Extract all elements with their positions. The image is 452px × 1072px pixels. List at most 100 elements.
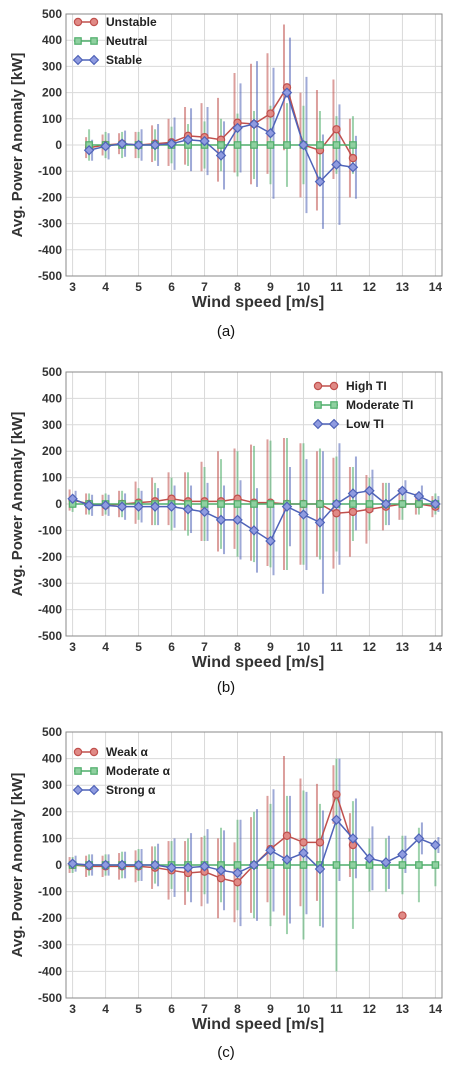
y-tick-label: 100 bbox=[42, 471, 62, 485]
data-point-Low TI bbox=[331, 498, 342, 510]
data-point-Moderate TI bbox=[398, 500, 407, 508]
legend-marker bbox=[88, 784, 100, 796]
y-tick-label: -100 bbox=[38, 164, 62, 178]
x-tick-label: 5 bbox=[135, 1002, 142, 1016]
legend-label: Weak α bbox=[106, 745, 148, 759]
legend-marker bbox=[74, 37, 82, 45]
x-tick-label: 8 bbox=[234, 280, 241, 294]
legend-label: Moderate α bbox=[106, 764, 171, 778]
y-tick-label: -400 bbox=[38, 243, 62, 257]
y-tick-label: 200 bbox=[42, 805, 62, 819]
y-tick-label: -100 bbox=[38, 523, 62, 537]
legend-marker bbox=[74, 767, 82, 775]
data-point-High TI bbox=[348, 507, 358, 517]
data-point-Strong α bbox=[67, 858, 78, 869]
x-tick-label: 4 bbox=[102, 640, 109, 654]
y-tick-label: -300 bbox=[38, 576, 62, 590]
data-point-Stable bbox=[298, 139, 309, 151]
data-point-Strong α bbox=[364, 853, 375, 864]
data-point-Neutral bbox=[250, 141, 258, 149]
data-point-Moderate α bbox=[266, 861, 275, 869]
data-point-Moderate TI bbox=[415, 500, 423, 508]
y-tick-label: 300 bbox=[42, 418, 62, 432]
data-point-Strong α bbox=[265, 845, 276, 856]
data-point-Strong α bbox=[413, 833, 425, 844]
data-point-Strong α bbox=[331, 814, 342, 826]
x-tick-label: 6 bbox=[168, 1002, 175, 1016]
legend-marker bbox=[73, 17, 83, 27]
legend-label: Neutral bbox=[106, 34, 147, 48]
x-tick-label: 4 bbox=[102, 1002, 109, 1016]
data-point-Moderate α bbox=[299, 861, 308, 869]
legend-marker bbox=[72, 784, 84, 796]
x-tick-label: 5 bbox=[135, 640, 142, 654]
x-axis-label: Wind speed [m/s] bbox=[192, 654, 324, 671]
y-tick-label: 0 bbox=[55, 858, 62, 872]
data-point-Stable bbox=[133, 139, 144, 151]
data-point-Moderate α bbox=[233, 861, 242, 869]
x-tick-label: 4 bbox=[102, 280, 109, 294]
data-point-Stable bbox=[232, 122, 243, 134]
data-point-Strong α bbox=[397, 849, 408, 860]
data-point-Moderate α bbox=[332, 861, 341, 869]
data-point-Stable bbox=[199, 135, 210, 147]
data-point-Moderate TI bbox=[200, 500, 209, 508]
data-point-Stable bbox=[281, 87, 293, 98]
panel-caption: (a) bbox=[217, 323, 235, 340]
data-point-Strong α bbox=[248, 859, 260, 871]
x-tick-label: 6 bbox=[168, 640, 175, 654]
y-tick-label: 100 bbox=[42, 831, 62, 845]
data-point-Strong α bbox=[166, 862, 177, 873]
data-point-Neutral bbox=[283, 141, 291, 149]
data-point-Moderate α bbox=[349, 861, 357, 869]
data-point-Neutral bbox=[316, 141, 324, 149]
x-tick-label: 3 bbox=[69, 280, 76, 294]
y-tick-label: -400 bbox=[38, 964, 62, 978]
x-tick-label: 13 bbox=[396, 280, 410, 294]
data-point-Low TI bbox=[67, 493, 78, 504]
y-tick-label: 500 bbox=[42, 7, 62, 21]
data-point-Stable bbox=[83, 144, 95, 156]
data-point-Low TI bbox=[215, 514, 227, 526]
x-tick-label: 5 bbox=[135, 280, 142, 294]
data-point-Unstable bbox=[332, 125, 341, 134]
data-point-Moderate TI bbox=[316, 500, 324, 508]
legend-marker bbox=[90, 37, 98, 45]
x-tick-label: 10 bbox=[297, 1002, 311, 1016]
data-point-Moderate α bbox=[431, 861, 440, 869]
y-tick-label: -200 bbox=[38, 911, 62, 925]
x-tick-label: 14 bbox=[429, 640, 443, 654]
data-point-Strong α bbox=[232, 867, 243, 879]
data-point-Stable bbox=[166, 138, 177, 149]
data-point-Low TI bbox=[166, 501, 177, 512]
x-tick-label: 13 bbox=[396, 1002, 410, 1016]
y-tick-label: 0 bbox=[55, 138, 62, 152]
data-point-Strong α bbox=[83, 859, 95, 871]
y-axis-label: Avg. Power Anomaly [kW] bbox=[9, 773, 26, 958]
data-point-Low TI bbox=[281, 501, 293, 512]
y-tick-label: -200 bbox=[38, 550, 62, 564]
data-point-Unstable bbox=[348, 153, 358, 163]
data-point-Weak α bbox=[216, 874, 226, 883]
data-point-Strong α bbox=[298, 847, 309, 859]
panel-caption: (b) bbox=[217, 679, 235, 696]
legend-label: High TI bbox=[346, 379, 387, 393]
data-point-Stable bbox=[265, 127, 276, 139]
legend-marker bbox=[90, 767, 98, 775]
y-tick-label: -200 bbox=[38, 190, 62, 204]
data-point-Moderate TI bbox=[266, 500, 275, 508]
x-axis-label: Wind speed [m/s] bbox=[192, 294, 324, 311]
data-point-Weak α bbox=[299, 838, 308, 847]
x-tick-label: 10 bbox=[297, 640, 311, 654]
legend-marker bbox=[328, 418, 340, 430]
y-tick-label: 400 bbox=[42, 33, 62, 47]
y-tick-label: 200 bbox=[42, 444, 62, 458]
data-point-Low TI bbox=[364, 485, 375, 497]
x-tick-label: 12 bbox=[363, 1002, 377, 1016]
x-tick-label: 9 bbox=[267, 1002, 274, 1016]
x-tick-label: 3 bbox=[69, 1002, 76, 1016]
data-point-Low TI bbox=[182, 504, 194, 515]
data-point-Weak α bbox=[233, 878, 242, 887]
data-point-Stable bbox=[347, 162, 359, 173]
